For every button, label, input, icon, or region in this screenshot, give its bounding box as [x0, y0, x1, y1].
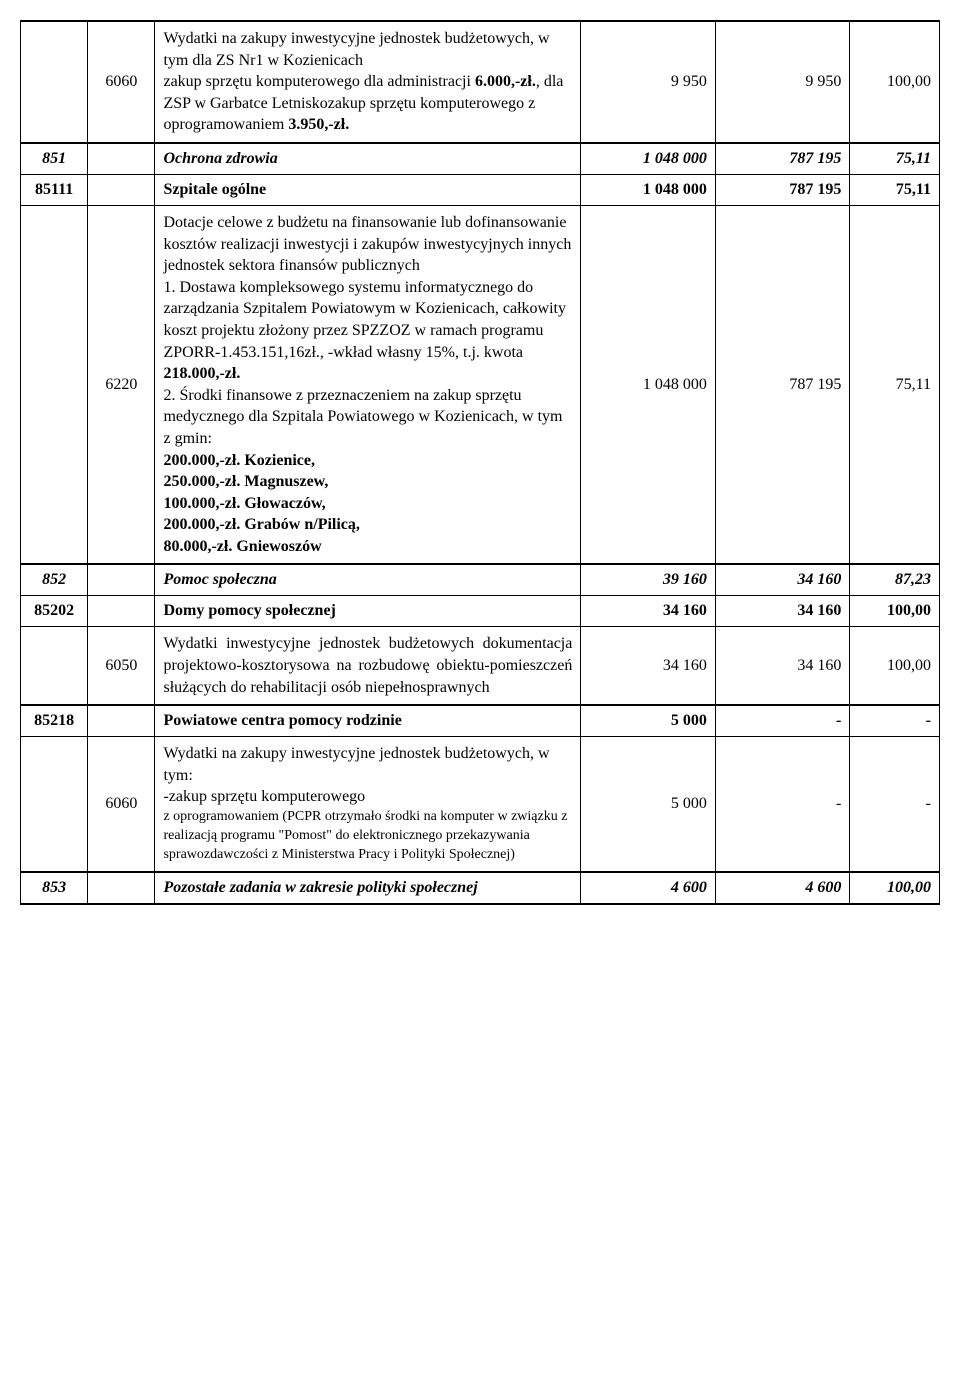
- subsection-cell: 85202: [21, 596, 88, 627]
- code-cell: 6060: [88, 737, 155, 872]
- table-row: 852 Pomoc społeczna 39 160 34 160 87,23: [21, 564, 940, 596]
- text: Dotacje celowe z budżetu na finansowanie…: [163, 212, 572, 277]
- value-cell: 1 048 000: [581, 143, 715, 175]
- text: 6.000,-zł.: [475, 73, 536, 90]
- text: 3.950,-zł.: [288, 116, 349, 133]
- value-cell: 100,00: [850, 21, 940, 143]
- table-row: 6220 Dotacje celowe z budżetu na finanso…: [21, 205, 940, 564]
- section-cell: 853: [21, 872, 88, 904]
- text: 2. Środki finansowe z przeznaczeniem na …: [163, 385, 572, 450]
- value-cell: 787 195: [715, 174, 849, 205]
- value-cell: 787 195: [715, 205, 849, 564]
- table-row: 6060 Wydatki na zakupy inwestycyjne jedn…: [21, 737, 940, 872]
- cell: [21, 627, 88, 705]
- text: -zakup sprzętu komputerowego: [163, 786, 572, 808]
- section-title: Ochrona zdrowia: [155, 143, 581, 175]
- cell: [88, 872, 155, 904]
- text: zakup sprzętu komputerowego dla administ…: [163, 73, 474, 90]
- text: Wydatki inwestycyjne jednostek budżetowy…: [163, 633, 572, 698]
- table-row: 853 Pozostałe zadania w zakresie polityk…: [21, 872, 940, 904]
- cell: [88, 174, 155, 205]
- value-cell: 34 160: [581, 627, 715, 705]
- subsection-title: Szpitale ogólne: [155, 174, 581, 205]
- code-cell: 6060: [88, 21, 155, 143]
- cell: [88, 564, 155, 596]
- section-cell: 852: [21, 564, 88, 596]
- text: 218.000,-zł.: [163, 365, 240, 382]
- section-cell: 851: [21, 143, 88, 175]
- cell: [21, 205, 88, 564]
- table-row: 85218 Powiatowe centra pomocy rodzinie 5…: [21, 705, 940, 737]
- value-cell: 34 160: [581, 596, 715, 627]
- value-cell: 87,23: [850, 564, 940, 596]
- value-cell: 100,00: [850, 627, 940, 705]
- table-row: 85111 Szpitale ogólne 1 048 000 787 195 …: [21, 174, 940, 205]
- desc-cell: Wydatki na zakupy inwestycyjne jednostek…: [155, 737, 581, 872]
- value-cell: 100,00: [850, 872, 940, 904]
- cell: [88, 143, 155, 175]
- table-row: 6060 Wydatki na zakupy inwestycyjne jedn…: [21, 21, 940, 143]
- subsection-cell: 85111: [21, 174, 88, 205]
- value-cell: -: [715, 705, 849, 737]
- budget-table: 6060 Wydatki na zakupy inwestycyjne jedn…: [20, 20, 940, 905]
- value-cell: 34 160: [715, 564, 849, 596]
- text: Wydatki na zakupy inwestycyjne jednostek…: [163, 743, 572, 786]
- cell: [88, 705, 155, 737]
- text: 100.000,-zł. Głowaczów,: [163, 493, 572, 515]
- text: z oprogramowaniem (PCPR otrzymało środki…: [163, 808, 572, 865]
- subsection-title: Powiatowe centra pomocy rodzinie: [155, 705, 581, 737]
- table-row: 6050 Wydatki inwestycyjne jednostek budż…: [21, 627, 940, 705]
- section-title: Pomoc społeczna: [155, 564, 581, 596]
- value-cell: 9 950: [715, 21, 849, 143]
- value-cell: 34 160: [715, 627, 849, 705]
- value-cell: 1 048 000: [581, 174, 715, 205]
- value-cell: -: [715, 737, 849, 872]
- section-title: Pozostałe zadania w zakresie polityki sp…: [155, 872, 581, 904]
- value-cell: 75,11: [850, 205, 940, 564]
- value-cell: 9 950: [581, 21, 715, 143]
- value-cell: 100,00: [850, 596, 940, 627]
- text: 200.000,-zł. Grabów n/Pilicą,: [163, 514, 572, 536]
- value-cell: 787 195: [715, 143, 849, 175]
- cell: [21, 737, 88, 872]
- value-cell: 1 048 000: [581, 205, 715, 564]
- value-cell: -: [850, 737, 940, 872]
- table-row: 851 Ochrona zdrowia 1 048 000 787 195 75…: [21, 143, 940, 175]
- value-cell: 4 600: [581, 872, 715, 904]
- code-cell: 6050: [88, 627, 155, 705]
- value-cell: -: [850, 705, 940, 737]
- value-cell: 34 160: [715, 596, 849, 627]
- text: 1. Dostawa kompleksowego systemu informa…: [163, 279, 566, 361]
- cell: [88, 596, 155, 627]
- subsection-title: Domy pomocy społecznej: [155, 596, 581, 627]
- text: 80.000,-zł. Gniewoszów: [163, 536, 572, 558]
- cell: [21, 21, 88, 143]
- code-cell: 6220: [88, 205, 155, 564]
- value-cell: 5 000: [581, 737, 715, 872]
- text: Wydatki na zakupy inwestycyjne jednostek…: [163, 30, 549, 69]
- desc-cell: Dotacje celowe z budżetu na finansowanie…: [155, 205, 581, 564]
- text: 250.000,-zł. Magnuszew,: [163, 471, 572, 493]
- value-cell: 39 160: [581, 564, 715, 596]
- value-cell: 4 600: [715, 872, 849, 904]
- desc-cell: Wydatki inwestycyjne jednostek budżetowy…: [155, 627, 581, 705]
- value-cell: 75,11: [850, 174, 940, 205]
- value-cell: 75,11: [850, 143, 940, 175]
- text: 1. Dostawa kompleksowego systemu informa…: [163, 277, 572, 385]
- desc-cell: Wydatki na zakupy inwestycyjne jednostek…: [155, 21, 581, 143]
- value-cell: 5 000: [581, 705, 715, 737]
- subsection-cell: 85218: [21, 705, 88, 737]
- table-row: 85202 Domy pomocy społecznej 34 160 34 1…: [21, 596, 940, 627]
- text: 200.000,-zł. Kozienice,: [163, 450, 572, 472]
